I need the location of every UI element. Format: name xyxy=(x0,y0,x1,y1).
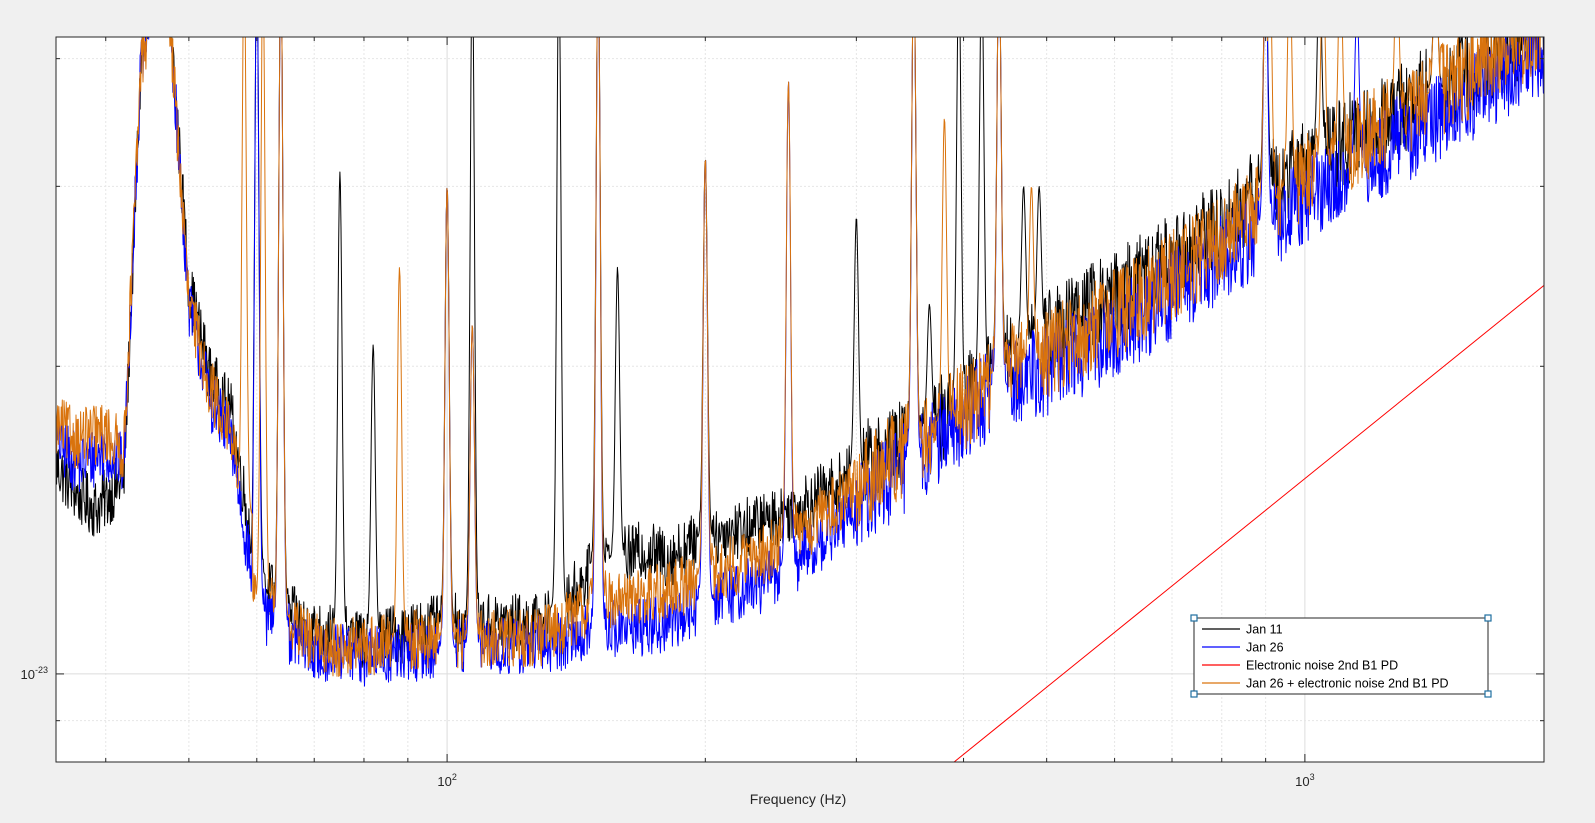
grid-lines xyxy=(56,37,1544,762)
x-tick-label: 102 xyxy=(437,772,456,789)
series-line-2 xyxy=(953,285,1544,762)
tick-labels: 102 103 10-23 xyxy=(21,665,1315,789)
plot-frame xyxy=(55,36,1545,763)
legend-box xyxy=(1193,617,1489,695)
legend-label-0: Jan 11 xyxy=(1246,623,1283,637)
legend-handle-2 xyxy=(1190,690,1198,698)
legend-label-3: Jan 26 + electronic noise 2nd B1 PD xyxy=(1246,677,1449,691)
series-3 xyxy=(56,37,1541,677)
x-tick-label: 103 xyxy=(1295,772,1314,789)
legend-label-2: Electronic noise 2nd B1 PD xyxy=(1246,659,1398,673)
series-layer xyxy=(56,37,1544,762)
legend[interactable]: Jan 11 Jan 26 Electronic noise 2nd B1 PD Ja… xyxy=(1190,614,1492,698)
series-line-3 xyxy=(56,37,1541,677)
y-tick-label: 10-23 xyxy=(21,665,48,682)
legend-handle-1 xyxy=(1484,614,1492,622)
legend-handle-0 xyxy=(1190,614,1198,622)
x-axis-label: Frequency (Hz) xyxy=(750,791,846,807)
axis-ticks xyxy=(56,37,1544,762)
legend-handle-3 xyxy=(1484,690,1492,698)
series-2 xyxy=(953,285,1544,762)
legend-label-1: Jan 26 xyxy=(1246,641,1284,655)
